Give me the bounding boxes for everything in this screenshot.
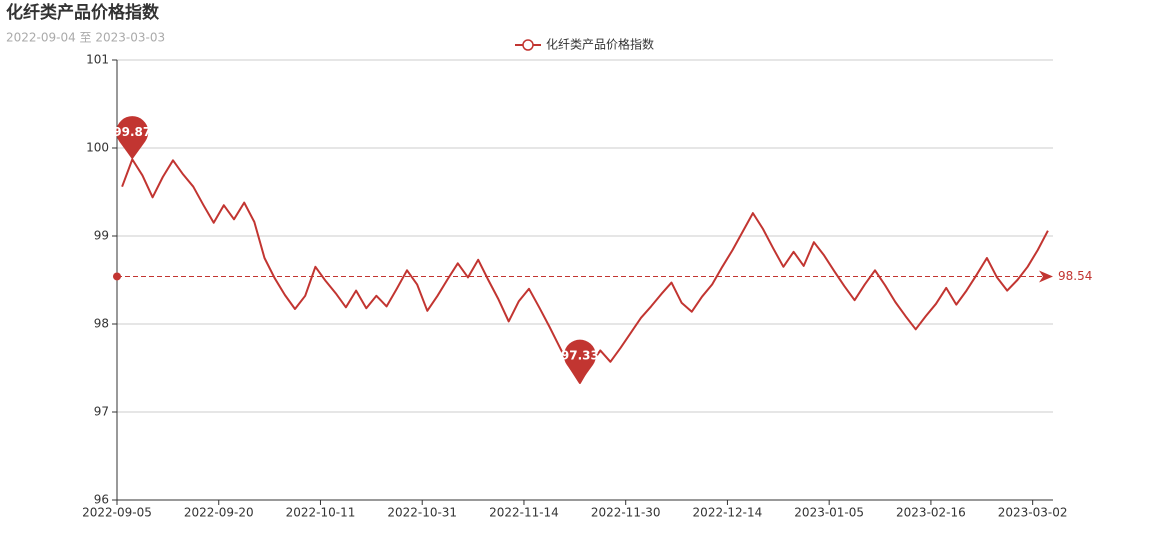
- chart-title: 化纤类产品价格指数: [6, 2, 160, 23]
- x-tick-label: 2022-10-11: [286, 506, 356, 520]
- x-tick-label: 2022-11-14: [489, 506, 559, 520]
- x-tick-label: 2022-12-14: [693, 506, 763, 520]
- y-tick-label: 101: [86, 53, 109, 67]
- x-tick-label: 2023-03-02: [998, 506, 1068, 520]
- mark-line-arrow: [1039, 270, 1053, 283]
- y-tick-label: 98: [94, 317, 109, 331]
- x-tick-label: 2022-10-31: [387, 506, 457, 520]
- mark-point: [563, 339, 596, 383]
- x-tick-label: 2022-11-30: [591, 506, 661, 520]
- x-tick-label: 2022-09-20: [184, 506, 254, 520]
- x-tick-label: 2023-02-16: [896, 506, 966, 520]
- chart-subtitle: 2022-09-04 至 2023-03-03: [6, 31, 165, 45]
- mark-point-label: 99.87: [113, 125, 151, 139]
- y-tick-label: 100: [86, 141, 109, 155]
- mark-point: [116, 116, 149, 160]
- x-tick-label: 2022-09-05: [82, 506, 152, 520]
- legend-icon: [522, 39, 534, 51]
- y-tick-label: 97: [94, 405, 109, 419]
- mark-line-label: 98.54: [1058, 269, 1092, 283]
- x-tick-label: 2023-01-05: [794, 506, 864, 520]
- y-tick-label: 99: [94, 229, 109, 243]
- mark-point-label: 97.33: [561, 348, 599, 362]
- mark-line-start: [113, 272, 121, 281]
- y-tick-label: 96: [94, 493, 109, 507]
- legend-label: 化纤类产品价格指数: [546, 37, 654, 52]
